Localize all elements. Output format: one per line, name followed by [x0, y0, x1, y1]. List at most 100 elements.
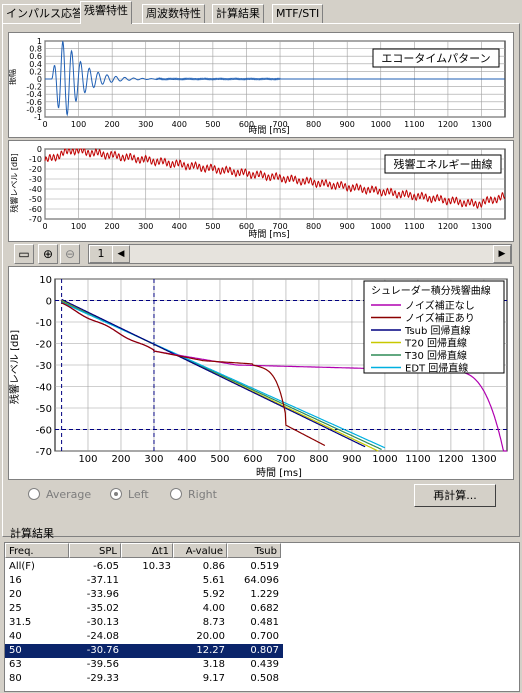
echo-xtick: 1200: [438, 120, 458, 129]
radio-left-label: Left: [128, 488, 149, 501]
energy-ytick: -40: [29, 185, 42, 194]
table-row[interactable]: 50 -30.76 12.27 0.807: [5, 644, 283, 658]
tab-reverberation[interactable]: 残響特性: [80, 1, 132, 24]
table-row[interactable]: 40 -24.08 20.00 0.700: [5, 630, 283, 644]
zoom-out-icon[interactable]: ⊖: [60, 244, 80, 264]
table-cell: 12.27: [196, 645, 225, 656]
scroll-right-arrow-icon[interactable]: ▶: [493, 245, 511, 263]
schroeder-xlabel: 時間 [ms]: [256, 467, 302, 479]
col-freq[interactable]: Freq.: [5, 543, 69, 558]
schroeder-xtick: 500: [210, 454, 229, 465]
schroeder-xtick: 800: [309, 454, 328, 465]
energy-ytick: -30: [29, 175, 42, 184]
energy-ytick: 0: [37, 145, 42, 154]
energy-xtick: 400: [172, 222, 187, 231]
echo-xtick: 200: [105, 120, 120, 129]
energy-ytick: -60: [29, 205, 42, 214]
energy-xtick: 900: [340, 222, 355, 231]
schroeder-xtick: 1000: [372, 454, 397, 465]
table-cell: 20.00: [196, 631, 225, 642]
schroeder-xtick: 100: [78, 454, 97, 465]
echo-xtick: 1300: [471, 120, 491, 129]
echo-time-pattern-chart: エコータイムパターン 振幅 時間 [ms] 0 100 200 300 400 500 60…: [7, 37, 506, 136]
radio-left[interactable]: Left: [110, 488, 149, 501]
echo-xtick: 100: [71, 120, 86, 129]
echo-xtick: 700: [272, 120, 287, 129]
table-row[interactable]: 63 -39.56 3.18 0.439: [5, 658, 283, 672]
schroeder-ylabel: 残響レベル [dB]: [9, 330, 21, 404]
col-spl[interactable]: SPL: [69, 543, 121, 558]
table-cell: -37.11: [86, 575, 119, 586]
table-row[interactable]: 31.5 -30.13 8.73 0.481: [5, 616, 283, 630]
horizontal-scrollbar[interactable]: 1 ◀ ▶: [88, 244, 512, 264]
table-cell: 0.439: [250, 659, 279, 670]
results-table[interactable]: Freq. SPL Δt1 A-value Tsub All(F) -6.05 10…: [4, 542, 520, 692]
energy-xtick: 600: [239, 222, 254, 231]
energy-ytick: -70: [29, 215, 42, 224]
table-cell: 50: [9, 645, 22, 656]
energy-curve: [44, 147, 506, 209]
table-cell: -30.13: [86, 617, 119, 628]
table-cell: 31.5: [9, 617, 32, 628]
col-tsub[interactable]: Tsub: [227, 543, 281, 558]
table-header: Freq. SPL Δt1 A-value Tsub: [5, 543, 519, 559]
energy-ytick: -10: [29, 155, 42, 164]
table-cell: 0.86: [202, 561, 225, 572]
table-cell: 20: [9, 589, 22, 600]
table-cell: -24.08: [86, 631, 119, 642]
schroeder-legend-label: ノイズ補正なし: [405, 299, 475, 312]
radio-right-dot[interactable]: [170, 488, 182, 500]
scroll-page-indicator[interactable]: 1: [89, 245, 113, 263]
table-cell: 0.481: [250, 617, 279, 628]
table-cell: -30.76: [86, 645, 119, 656]
echo-ytick: -0.2: [26, 83, 42, 92]
fit-view-icon[interactable]: ▭: [14, 244, 34, 264]
table-row[interactable]: All(F) -6.05 10.33 0.86 0.519: [5, 560, 283, 574]
echo-time-pattern-panel: エコータイムパターン 振幅 時間 [ms] 0 100 200 300 400 500 60…: [7, 32, 514, 138]
schroeder-ytick: -30: [36, 361, 52, 372]
schroeder-xtick: 300: [144, 454, 163, 465]
table-row[interactable]: 20 -33.96 5.92 1.229: [5, 588, 283, 602]
schroeder-ytick: -40: [36, 383, 52, 394]
table-cell: 9.17: [202, 673, 225, 684]
echo-ytick: 1: [37, 37, 42, 46]
radio-average[interactable]: Average: [28, 488, 91, 501]
tab-frequency[interactable]: 周波数特性: [142, 4, 205, 24]
radio-average-dot[interactable]: [28, 488, 40, 500]
schroeder-ytick: -70: [36, 447, 52, 458]
energy-xtick: 100: [71, 222, 86, 231]
col-a-value[interactable]: A-value: [173, 543, 227, 558]
table-row[interactable]: 25 -35.02 4.00 0.682: [5, 602, 283, 616]
tab-mtf-sti[interactable]: MTF/STI: [272, 4, 324, 24]
schroeder-xtick: 1100: [405, 454, 430, 465]
echo-legend-box: [372, 48, 500, 68]
echo-ytick: -0.4: [26, 90, 42, 99]
table-cell: 0.700: [250, 631, 279, 642]
table-row[interactable]: 16 -37.11 5.61 64.096: [5, 574, 283, 588]
schroeder-xtick: 1200: [438, 454, 463, 465]
energy-ytick: -50: [29, 195, 42, 204]
table-row[interactable]: 80 -29.33 9.17 0.508: [5, 672, 283, 686]
table-cell: 5.92: [202, 589, 225, 600]
schroeder-legend-label: EDT 回帰直線: [405, 362, 468, 375]
tab-impulse-response[interactable]: インパルス応答: [2, 4, 87, 24]
tab-results[interactable]: 計算結果: [212, 4, 264, 24]
zoom-in-icon[interactable]: ⊕: [38, 244, 58, 264]
schroeder-curve-panel: シュレーダー積分残響曲線 ノイズ補正なし ノイズ補正あり Tsub 回帰直線 T20 …: [8, 266, 514, 480]
tab-bar: インパルス応答 残響特性 周波数特性 計算結果 MTF/STI: [0, 0, 522, 24]
table-cell: 63: [9, 659, 22, 670]
radio-right[interactable]: Right: [170, 488, 217, 501]
schroeder-xtick: 600: [243, 454, 262, 465]
col-dt1[interactable]: Δt1: [121, 543, 173, 558]
radio-average-label: Average: [46, 488, 92, 501]
radio-left-dot[interactable]: [110, 488, 122, 500]
scroll-left-arrow-icon[interactable]: ◀: [112, 245, 130, 263]
recalculate-button[interactable]: 再計算...: [414, 484, 496, 507]
table-cell: 8.73: [202, 617, 225, 628]
table-cell: 16: [9, 575, 22, 586]
schroeder-xtick: 1300: [471, 454, 496, 465]
table-cell: 3.18: [202, 659, 225, 670]
energy-xtick: 1100: [404, 222, 424, 231]
energy-xtick: 1000: [371, 222, 391, 231]
